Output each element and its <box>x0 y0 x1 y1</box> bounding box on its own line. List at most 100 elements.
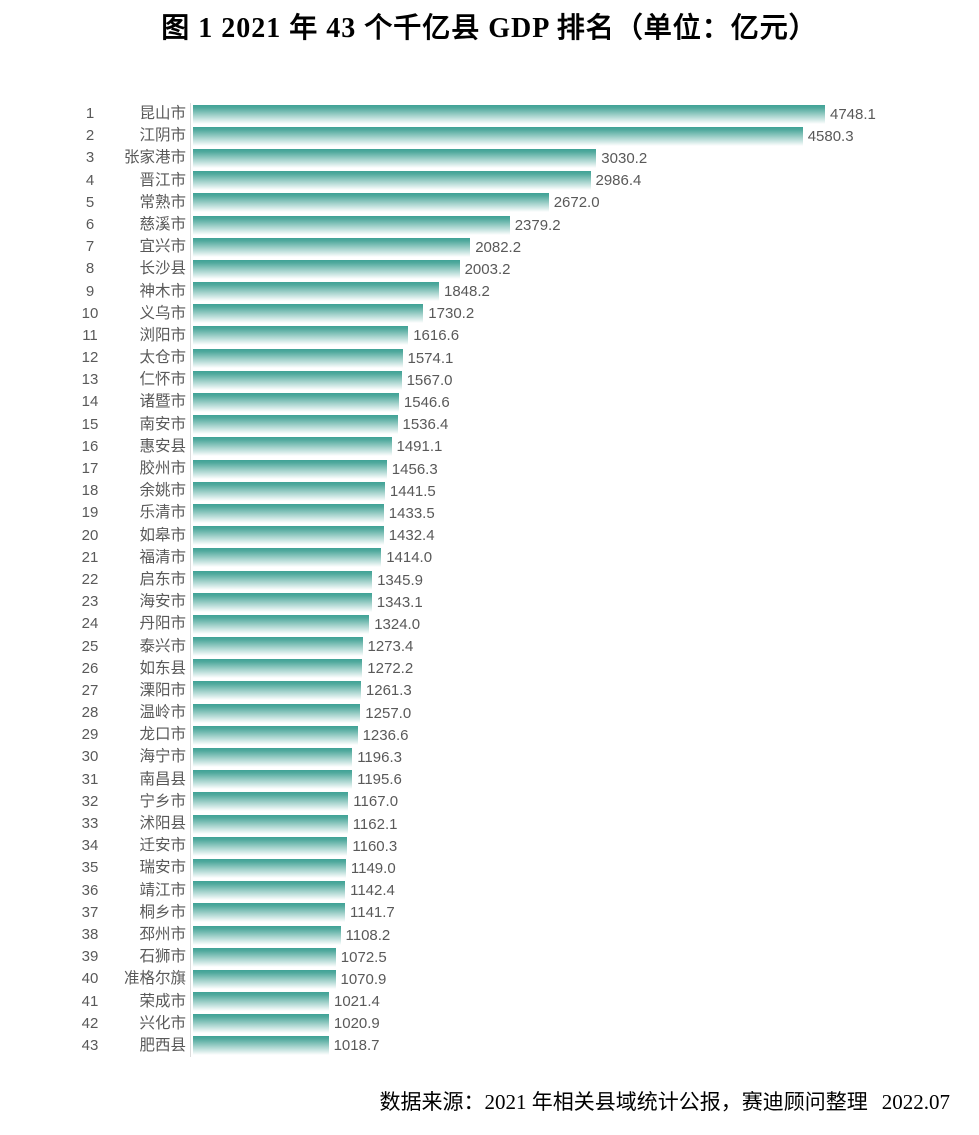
chart-row: 36 靖江市 1142.4 <box>0 879 979 902</box>
rank-label: 10 <box>81 304 99 322</box>
gdp-bar <box>193 171 591 191</box>
county-name: 瑞安市 <box>139 859 186 877</box>
county-name: 南昌县 <box>139 770 186 788</box>
value-label: 2986.4 <box>595 172 642 190</box>
bar-area: 1261.3 <box>190 679 979 703</box>
bar-area: 1160.3 <box>190 835 979 858</box>
rank-label: 21 <box>81 548 99 566</box>
chart-row: 4 晋江市 2986.4 <box>0 169 979 192</box>
bar-area: 1432.4 <box>190 524 979 547</box>
gdp-bar <box>193 126 803 146</box>
bar-area: 1567.0 <box>190 369 979 392</box>
chart-row: 22 启东市 1345.9 <box>0 568 979 592</box>
bar-area: 1324.0 <box>190 613 979 636</box>
gdp-bar <box>193 304 424 324</box>
chart-row: 3 张家港市 3030.2 <box>0 147 979 170</box>
value-label: 1491.1 <box>396 438 443 456</box>
county-name: 海安市 <box>139 593 186 611</box>
gdp-bar <box>193 215 510 235</box>
value-label: 1149.0 <box>350 859 396 877</box>
gdp-bar <box>193 459 387 479</box>
rank-label: 8 <box>85 260 95 278</box>
gdp-bar <box>193 259 460 279</box>
county-name: 肥西县 <box>139 1036 186 1054</box>
gdp-bar <box>193 193 549 213</box>
value-label: 1432.4 <box>388 527 435 545</box>
value-label: 1020.9 <box>333 1015 380 1033</box>
rank-label: 7 <box>85 238 95 256</box>
gdp-bar <box>193 969 336 989</box>
county-name: 太仓市 <box>139 349 186 367</box>
value-label: 1324.0 <box>374 615 421 633</box>
chart-row: 42 兴化市 1020.9 <box>0 1012 979 1035</box>
gdp-bar <box>193 947 336 967</box>
bar-area: 1441.5 <box>190 480 979 503</box>
bar-area: 1072.5 <box>190 946 979 969</box>
bar-area: 1272.2 <box>190 657 979 680</box>
bar-area: 1162.1 <box>190 813 979 836</box>
rank-label: 1 <box>85 105 95 122</box>
bar-area: 1020.9 <box>190 1012 979 1035</box>
chart-row: 7 宜兴市 2082.2 <box>0 236 979 259</box>
chart-row: 28 温岭市 1257.0 <box>0 702 979 725</box>
value-label: 1433.5 <box>388 504 435 522</box>
gdp-bar <box>193 1014 329 1034</box>
value-label: 1160.3 <box>352 837 398 855</box>
gdp-bar <box>193 637 363 657</box>
rank-label: 3 <box>85 149 95 167</box>
bar-area: 1070.9 <box>190 968 979 991</box>
chart-row: 35 瑞安市 1149.0 <box>0 857 979 880</box>
county-name: 义乌市 <box>139 304 186 322</box>
gdp-bar <box>193 570 373 590</box>
chart-row: 19 乐清市 1433.5 <box>0 502 979 525</box>
value-label: 1195.6 <box>357 771 402 789</box>
chart-row: 27 溧阳市 1261.3 <box>0 679 979 703</box>
bar-area: 1021.4 <box>190 990 979 1013</box>
rank-label: 40 <box>81 970 99 988</box>
gdp-bar <box>193 348 403 368</box>
county-name: 神木市 <box>139 282 186 300</box>
chart-row: 21 福清市 1414.0 <box>0 546 979 569</box>
bar-area: 1491.1 <box>190 435 979 458</box>
county-name: 昆山市 <box>139 105 186 122</box>
value-label: 1567.0 <box>406 371 453 389</box>
county-name: 福清市 <box>139 548 186 566</box>
value-label: 1261.3 <box>365 682 412 700</box>
chart-row: 5 常熟市 2672.0 <box>0 191 979 214</box>
gdp-bar <box>193 503 384 523</box>
bar-area: 1142.4 <box>190 879 979 902</box>
bar-area: 4580.3 <box>190 125 979 148</box>
value-label: 2003.2 <box>464 260 511 278</box>
chart-row: 13 仁怀市 1567.0 <box>0 369 979 392</box>
gdp-bar <box>193 282 439 302</box>
rank-label: 24 <box>81 615 99 633</box>
rank-label: 20 <box>81 526 99 544</box>
county-name: 乐清市 <box>139 504 186 522</box>
bar-area: 1574.1 <box>190 347 979 370</box>
rank-label: 25 <box>81 637 99 655</box>
bar-area: 1345.9 <box>190 568 979 592</box>
bar-area: 1236.6 <box>190 724 979 747</box>
chart-row: 20 如皋市 1432.4 <box>0 524 979 547</box>
rank-label: 28 <box>81 704 99 722</box>
gdp-bar <box>193 592 372 612</box>
county-name: 沭阳县 <box>139 815 186 832</box>
rank-label: 33 <box>81 815 99 832</box>
gdp-bar <box>193 148 597 168</box>
bar-area: 2672.0 <box>190 191 979 214</box>
value-label: 1141.7 <box>350 904 395 922</box>
chart-title: 图 1 2021 年 43 个千亿县 GDP 排名（单位：亿元） <box>161 13 818 44</box>
value-label: 1343.1 <box>376 593 423 611</box>
chart-row: 38 邳州市 1108.2 <box>0 923 979 947</box>
gdp-bar <box>193 725 358 745</box>
gdp-bar <box>193 903 345 923</box>
chart-row: 17 胶州市 1456.3 <box>0 458 979 481</box>
rank-label: 2 <box>85 127 95 145</box>
rank-label: 41 <box>81 992 99 1010</box>
chart-rows: 1 昆山市 4748.1 2 江阴市 4580.3 3 张家港市 3030.2 4 晋江市 2986.… <box>0 103 979 1058</box>
value-label: 4748.1 <box>830 105 876 123</box>
rank-label: 42 <box>81 1014 99 1032</box>
chart-row: 16 惠安县 1491.1 <box>0 435 979 458</box>
rank-label: 19 <box>81 504 99 522</box>
